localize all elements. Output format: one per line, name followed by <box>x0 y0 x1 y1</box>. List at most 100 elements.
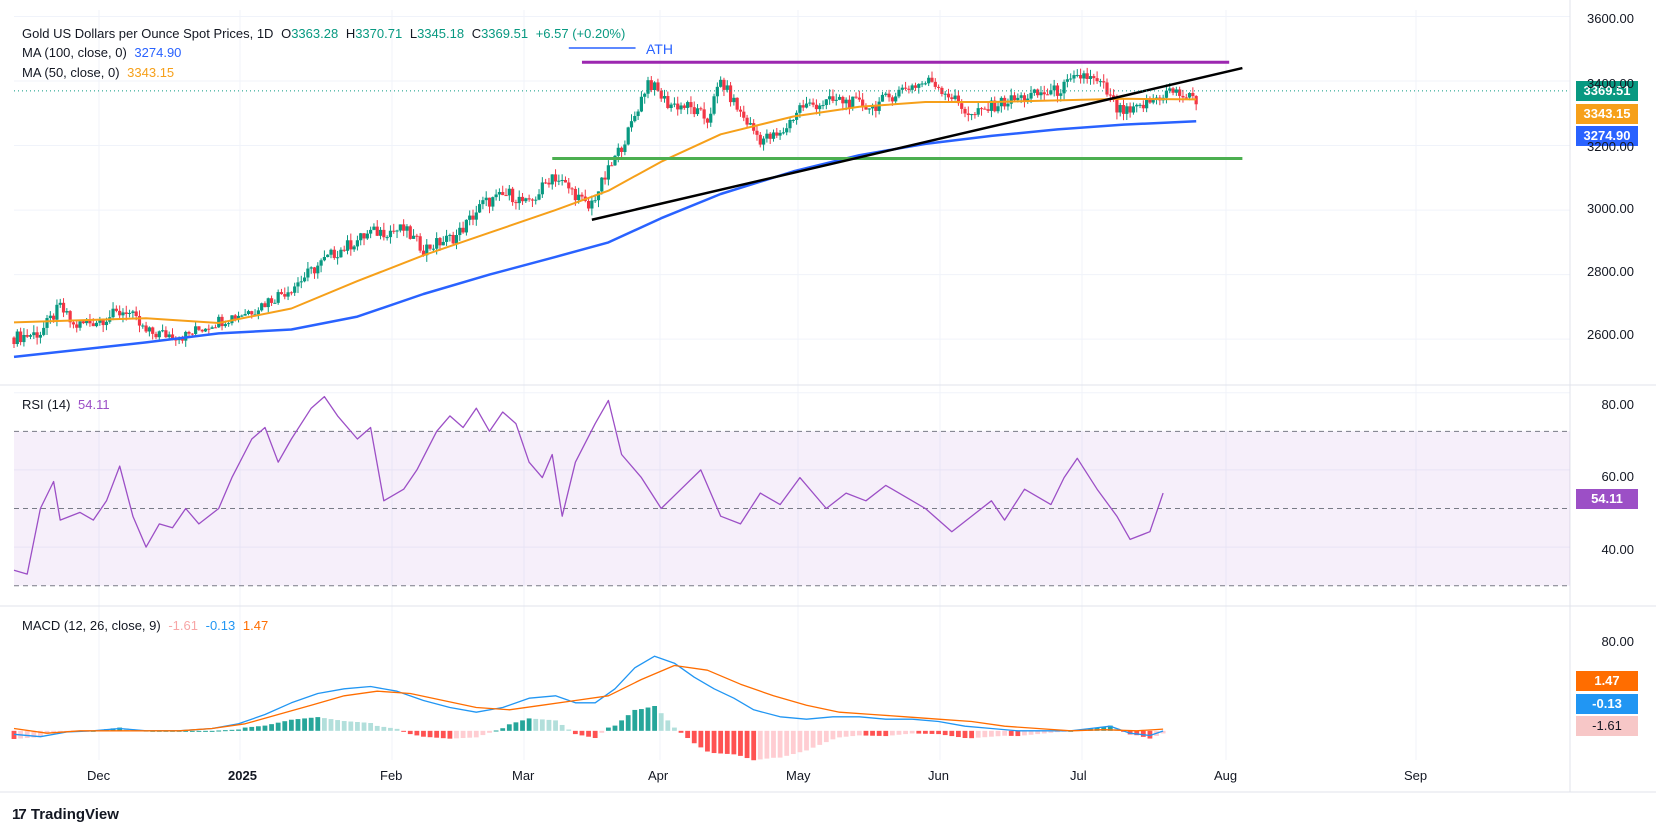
tradingview-logo[interactable]: 17 TradingView <box>12 806 119 823</box>
macd-histogram-bar <box>599 730 605 733</box>
candle-body <box>365 233 369 239</box>
candle-body <box>408 226 412 239</box>
candle-body <box>276 292 280 303</box>
candle-body <box>775 132 779 136</box>
candle-body <box>35 332 39 338</box>
candle-body <box>831 96 835 101</box>
candle-body <box>296 282 300 287</box>
macd-histogram-bar <box>797 730 803 753</box>
candle-body <box>402 224 406 231</box>
macd-histogram-bar <box>1002 730 1008 736</box>
candle-body <box>1029 92 1033 99</box>
x-tick-2025: 2025 <box>228 768 257 783</box>
symbol-title: Gold US Dollars per Ounce Spot Prices, 1… <box>22 26 274 41</box>
candle-body <box>672 103 677 105</box>
macd-histogram-bar <box>592 730 598 739</box>
open-value: 3363.28 <box>291 26 339 41</box>
candle-body <box>1039 92 1043 96</box>
candle-body <box>345 240 350 251</box>
macd-histogram-bar <box>764 730 770 759</box>
candle-body <box>824 99 828 106</box>
candle-body <box>312 267 317 274</box>
candle-body <box>662 96 667 99</box>
candle-body <box>28 335 33 337</box>
candle-body <box>1092 76 1096 79</box>
candle-body <box>359 233 363 241</box>
candle-body <box>986 109 990 111</box>
macd-histogram-bar <box>830 730 836 740</box>
candle-body <box>12 337 16 345</box>
candle-body <box>458 227 462 236</box>
candle-body <box>1052 85 1056 91</box>
candle-body <box>1181 95 1185 98</box>
macd-histogram-bar <box>322 718 327 731</box>
macd-histogram-bar <box>203 730 208 732</box>
rsi-legend[interactable]: RSI (14) 54.11 <box>22 397 114 413</box>
candle-body <box>728 85 733 103</box>
rsi-label: RSI (14) <box>22 397 71 412</box>
candle-body <box>118 310 122 316</box>
candle-body <box>890 97 894 102</box>
candle-body <box>213 327 218 329</box>
ma50-legend[interactable]: MA (50, close, 0) 3343.15 <box>22 65 178 81</box>
candle-body <box>342 249 346 251</box>
candle-body <box>369 229 373 234</box>
candle-body <box>461 227 465 233</box>
macd-histogram-bar <box>658 713 664 731</box>
macd-histogram-bar <box>275 722 281 731</box>
ath-pointer-line <box>568 47 636 49</box>
candle-body <box>837 96 842 100</box>
candle-body <box>880 94 885 102</box>
candle-body <box>847 99 852 109</box>
macd-histogram-bar <box>645 707 651 731</box>
candle-body <box>956 95 961 104</box>
candle-body <box>316 265 320 274</box>
candle-body <box>98 319 102 323</box>
ma100-value: 3274.90 <box>134 45 182 60</box>
candle-body <box>478 204 482 213</box>
candle-body <box>808 102 812 104</box>
price-tick-3600: 3600.00 <box>1587 11 1634 26</box>
candle-body <box>203 328 208 332</box>
macd-histogram-bar <box>718 730 724 754</box>
macd-histogram-bar <box>863 730 869 736</box>
ascending-trendline <box>591 66 1243 221</box>
macd-histogram-bar <box>1041 730 1047 734</box>
macd-histogram-bar <box>870 730 875 736</box>
candle-body <box>643 93 647 97</box>
candle-body <box>1095 78 1099 82</box>
candle-body <box>111 308 115 318</box>
candle-body <box>765 133 769 139</box>
macd-legend[interactable]: MACD (12, 26, close, 9) -1.61 -0.13 1.47 <box>22 618 272 634</box>
macd-histogram-bar <box>1160 730 1166 734</box>
ath-label: ATH <box>646 41 673 57</box>
candle-body <box>382 229 386 238</box>
price-pane[interactable] <box>12 60 1570 359</box>
ma100-legend[interactable]: MA (100, close, 0) 3274.90 <box>22 45 185 61</box>
candle-body <box>501 192 505 196</box>
macd-histogram-bar <box>242 727 248 731</box>
macd-histogram-bar <box>315 717 321 731</box>
candle-body <box>735 97 739 110</box>
candle-body <box>1036 89 1040 96</box>
candle-body <box>742 111 746 118</box>
candle-body <box>616 147 620 156</box>
candle-body <box>246 311 251 314</box>
candle-body <box>306 268 310 278</box>
macd-histogram-bar <box>209 730 215 732</box>
candle-body <box>435 238 439 249</box>
rsi-pane[interactable] <box>13 395 1570 587</box>
candle-body <box>1171 88 1175 93</box>
macd-histogram-bar <box>368 722 374 731</box>
candle-body <box>58 302 62 305</box>
candle-body <box>818 105 822 110</box>
x-tick-feb: Feb <box>380 768 403 783</box>
candle-body <box>45 318 49 328</box>
x-tick-may: May <box>786 768 811 783</box>
candle-body <box>197 326 201 330</box>
macd-pane[interactable] <box>11 655 1166 761</box>
candle-body <box>141 325 145 327</box>
candle-body <box>504 195 508 197</box>
candle-body <box>755 130 759 135</box>
